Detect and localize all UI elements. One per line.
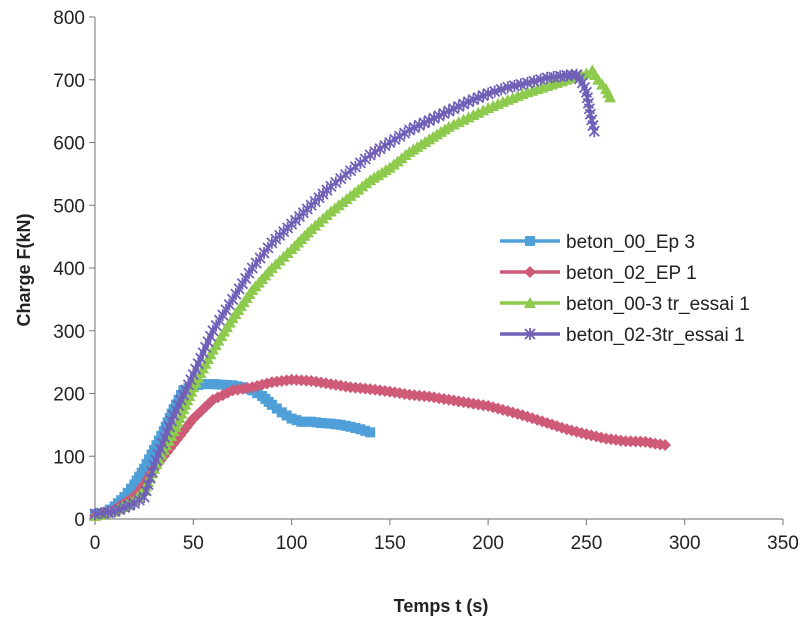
legend-label: beton_02-3tr_essai 1 bbox=[566, 325, 745, 346]
legend-label: beton_00-3 tr_essai 1 bbox=[566, 294, 750, 315]
x-tick-label: 50 bbox=[183, 533, 204, 554]
series-layer bbox=[89, 64, 672, 522]
data-point bbox=[364, 149, 376, 162]
legend-marker bbox=[524, 328, 536, 340]
data-point bbox=[508, 79, 520, 92]
data-point bbox=[389, 133, 401, 146]
legend-label: beton_00_Ep 3 bbox=[566, 232, 695, 253]
y-tick-label: 0 bbox=[74, 510, 85, 531]
legend-label: beton_02_EP 1 bbox=[566, 263, 697, 284]
x-tick-label: 300 bbox=[669, 533, 701, 554]
data-point bbox=[588, 125, 600, 138]
legend-item: beton_00-3 tr_essai 1 bbox=[500, 294, 750, 315]
y-tick-label: 500 bbox=[53, 196, 85, 217]
series-4 bbox=[89, 68, 600, 520]
data-point bbox=[133, 494, 145, 507]
x-tick-label: 350 bbox=[767, 533, 799, 554]
data-point bbox=[365, 427, 376, 438]
series-2 bbox=[89, 373, 672, 522]
data-point bbox=[384, 136, 396, 149]
y-tick-label: 400 bbox=[53, 259, 85, 280]
data-point bbox=[521, 76, 534, 89]
y-tick-label: 200 bbox=[53, 385, 85, 406]
legend-item: beton_02-3tr_essai 1 bbox=[500, 325, 745, 346]
data-point bbox=[659, 438, 672, 451]
data-point bbox=[528, 75, 540, 88]
x-tick-label: 150 bbox=[374, 533, 406, 554]
data-point bbox=[369, 145, 381, 158]
legend-item: beton_00_Ep 3 bbox=[500, 232, 695, 253]
y-tick-label: 300 bbox=[53, 322, 85, 343]
data-point bbox=[398, 127, 411, 140]
data-point bbox=[604, 91, 617, 103]
data-point bbox=[379, 139, 391, 152]
x-axis-title: Temps t (s) bbox=[394, 596, 489, 616]
x-tick-label: 200 bbox=[472, 533, 504, 554]
legend-marker bbox=[525, 236, 535, 246]
data-point bbox=[495, 83, 507, 96]
data-point bbox=[489, 85, 501, 98]
x-tick-label: 0 bbox=[90, 533, 101, 554]
legend-marker bbox=[524, 266, 536, 278]
y-tick-label: 600 bbox=[53, 134, 85, 155]
data-point bbox=[394, 130, 406, 143]
legend-marker bbox=[524, 297, 536, 308]
y-tick-label: 100 bbox=[53, 447, 85, 468]
axes: 0 100 200 300 400 500 600 700 800 0 50 100 150 200 250… bbox=[53, 8, 799, 554]
data-point bbox=[515, 78, 527, 91]
y-tick-label: 800 bbox=[53, 8, 85, 29]
legend-item: beton_02_EP 1 bbox=[500, 263, 697, 284]
data-point bbox=[502, 81, 514, 94]
data-point bbox=[128, 497, 140, 510]
legend: beton_00_Ep 3 beton_02_EP 1 beton_00-3 tr_… bbox=[500, 232, 750, 346]
x-tick-label: 100 bbox=[276, 533, 308, 554]
data-point bbox=[374, 142, 386, 155]
y-tick-label: 700 bbox=[53, 71, 85, 92]
y-axis-title: Charge F(kN) bbox=[14, 213, 34, 326]
data-point bbox=[534, 73, 547, 86]
x-tick-label: 250 bbox=[571, 533, 603, 554]
data-point bbox=[482, 87, 494, 100]
series-3 bbox=[89, 64, 617, 521]
